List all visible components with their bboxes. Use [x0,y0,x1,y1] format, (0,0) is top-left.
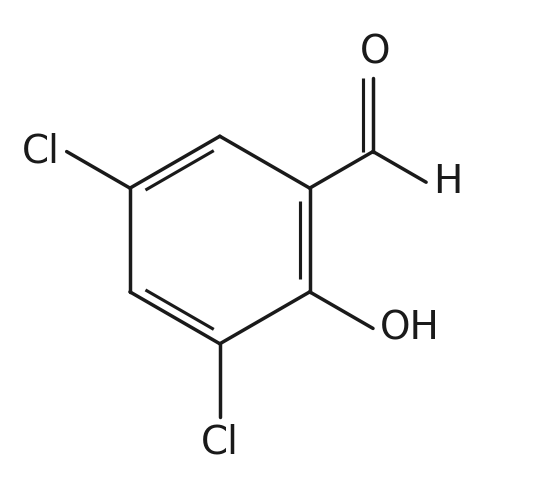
Text: H: H [433,163,462,201]
Text: Cl: Cl [22,132,60,170]
Text: O: O [360,34,390,72]
Text: OH: OH [380,310,440,348]
Text: Cl: Cl [201,424,239,462]
